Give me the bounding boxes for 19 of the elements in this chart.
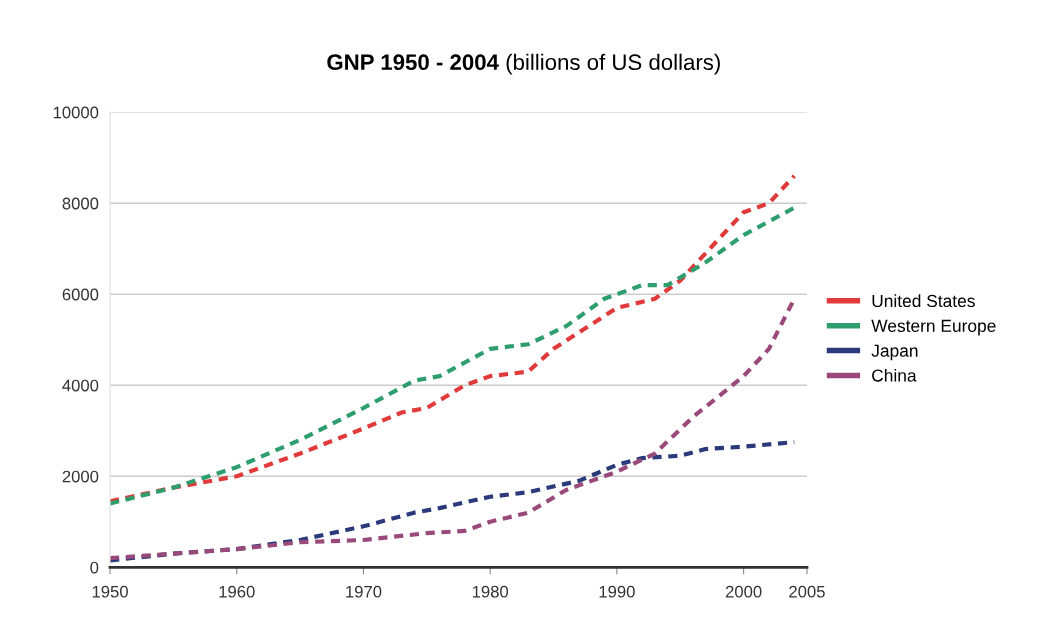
y-tick-label: 8000 <box>62 197 99 210</box>
y-tick-label: 10000 <box>53 106 99 119</box>
x-tick-label: 1990 <box>599 585 635 598</box>
x-tick-label: 1960 <box>219 585 255 598</box>
x-tick-label: 2005 <box>789 585 825 598</box>
x-tick-label: 1970 <box>346 585 382 598</box>
legend-label: China <box>872 368 917 382</box>
legend-label: Japan <box>871 344 918 361</box>
legend-label: Western Europe <box>871 319 996 336</box>
y-tick-label: 0 <box>90 561 99 574</box>
legend-label: United States <box>872 294 975 308</box>
y-tick-label: 2000 <box>62 470 99 483</box>
x-tick-label: 1950 <box>92 585 128 598</box>
x-tick-label: 1980 <box>472 585 509 598</box>
y-tick-label: 4000 <box>62 379 99 392</box>
y-tick-label: 6000 <box>62 288 99 301</box>
chart-subtitle: (billions of US dollars) <box>506 53 720 75</box>
x-tick-label: 2000 <box>725 585 762 598</box>
chart-title: GNP 1950 - 2004 <box>327 54 499 71</box>
